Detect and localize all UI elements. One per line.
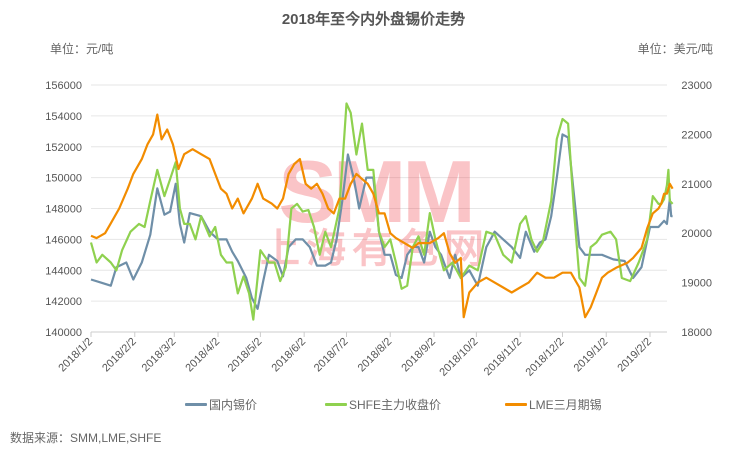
legend-label: 国内锡价 <box>209 398 258 412</box>
y-left-tick-label: 146000 <box>45 234 82 246</box>
legend-label: SHFE主力收盘价 <box>349 398 442 412</box>
x-tick-label: 2018/4/2 <box>183 336 222 375</box>
x-tick-label: 2018/12/2 <box>524 336 567 379</box>
data-source: 数据来源：SMM,LME,SHFE <box>10 431 162 445</box>
x-tick-label: 2019/1/2 <box>572 336 611 375</box>
y-right-tick-label: 22000 <box>681 129 712 141</box>
y-left-tick-label: 152000 <box>45 142 82 154</box>
x-tick-label: 2018/11/2 <box>482 336 525 379</box>
legend-swatch <box>325 403 347 406</box>
x-tick-label: 2018/8/2 <box>356 336 395 375</box>
watermark-brand: SMM <box>278 142 471 241</box>
watermark-cn: 上海有色网 <box>260 227 490 271</box>
legend-label: LME三月期锡 <box>529 398 602 412</box>
x-tick-label: 2018/3/2 <box>140 336 179 375</box>
y-left-tick-label: 142000 <box>45 296 82 308</box>
right-axis-unit: 单位：美元/吨 <box>637 42 713 56</box>
x-tick-label: 2018/1/2 <box>56 336 95 375</box>
x-tick-label: 2019/2/2 <box>615 336 654 375</box>
legend-item-shfe[interactable]: SHFE主力收盘价 <box>325 396 441 413</box>
legend-swatch <box>185 403 207 406</box>
x-tick-label: 2018/5/2 <box>226 336 265 375</box>
series-line-国内锡价 <box>90 133 673 310</box>
chart-title: 2018年至今内外盘锡价走势 <box>281 11 466 28</box>
y-left-tick-label: 144000 <box>45 265 82 277</box>
y-left-tick-label: 150000 <box>45 173 82 185</box>
y-left-tick-label: 154000 <box>45 111 82 123</box>
y-left-tick-label: 156000 <box>45 80 82 92</box>
legend-item-domestic[interactable]: 国内锡价 <box>185 396 257 413</box>
y-right-tick-label: 18000 <box>681 327 712 339</box>
watermark: SMM 上海有色网 <box>260 142 490 271</box>
left-axis-unit: 单位：元/吨 <box>50 42 114 56</box>
series-line-SHFE主力收盘价 <box>89 102 674 321</box>
y-right-tick-label: 19000 <box>681 278 712 290</box>
legend-item-lme[interactable]: LME三月期锡 <box>505 396 602 413</box>
legend-swatch <box>505 403 527 406</box>
x-tick-label: 2018/6/2 <box>270 336 309 375</box>
x-tick-label: 2018/9/2 <box>399 336 438 375</box>
series-line-LME三月期锡 <box>90 113 674 319</box>
y-right-tick-label: 21000 <box>681 179 712 191</box>
y-right-tick-label: 20000 <box>681 228 712 240</box>
x-tick-label: 2018/10/2 <box>437 336 480 379</box>
y-right-tick-label: 23000 <box>681 80 712 92</box>
x-tick-label: 2018/2/2 <box>100 336 139 375</box>
y-left-tick-label: 148000 <box>45 204 82 216</box>
y-left-tick-label: 140000 <box>45 327 82 339</box>
x-tick-label: 2018/7/2 <box>312 336 351 375</box>
